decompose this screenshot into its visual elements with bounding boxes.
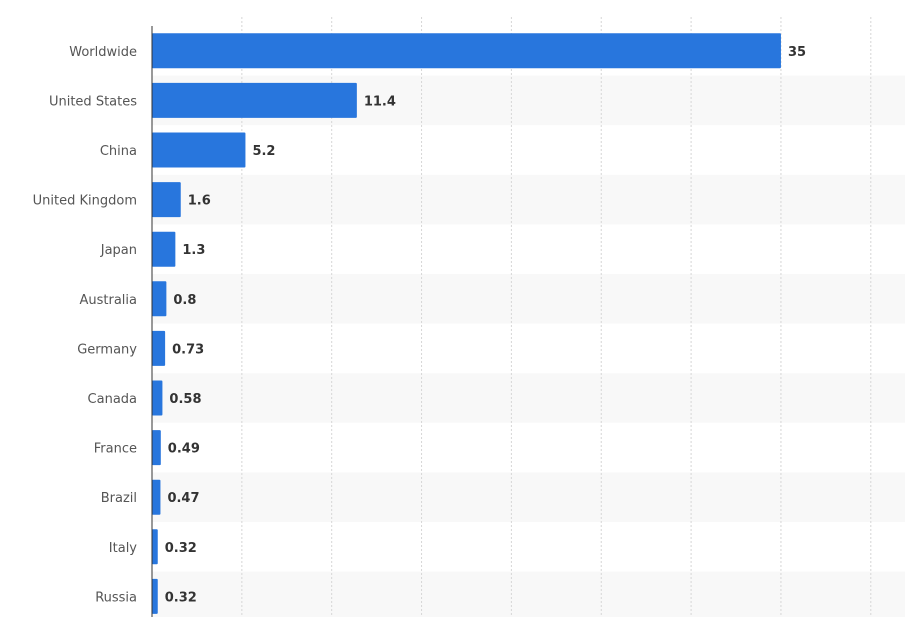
category-labels: Worldwide United States China United Kingdo… <box>33 45 138 606</box>
category-label: Italy <box>109 541 138 556</box>
value-label: 0.47 <box>167 491 199 506</box>
row-bands <box>152 75 905 617</box>
value-label: 1.3 <box>182 243 205 258</box>
category-label: Germany <box>77 342 137 357</box>
category-label: Australia <box>79 293 137 308</box>
bar-australia[interactable] <box>152 281 167 317</box>
value-label: 1.6 <box>188 194 211 209</box>
bar-italy[interactable] <box>152 529 158 565</box>
category-label: Brazil <box>101 491 137 506</box>
bar-france[interactable] <box>152 430 161 466</box>
category-label: Russia <box>95 590 137 605</box>
value-label: 0.73 <box>172 342 204 357</box>
category-label: Worldwide <box>69 45 137 60</box>
bar-brazil[interactable] <box>152 479 161 515</box>
value-label: 11.4 <box>364 94 396 109</box>
value-label: 5.2 <box>252 144 275 159</box>
bar-canada[interactable] <box>152 380 163 416</box>
value-label: 0.49 <box>168 442 200 457</box>
category-label: China <box>100 144 137 159</box>
row-band <box>152 373 905 423</box>
category-label: Canada <box>88 392 137 407</box>
value-labels: 35 11.4 5.2 1.6 1.3 0.8 0.73 0.58 0.49 0.47 0.32 0.… <box>165 45 806 606</box>
value-label: 0.32 <box>165 590 197 605</box>
value-label: 35 <box>788 45 806 60</box>
value-label: 0.32 <box>165 541 197 556</box>
category-label: United States <box>49 94 137 109</box>
bar-united-kingdom[interactable] <box>152 182 181 218</box>
bar-united-states[interactable] <box>152 82 357 118</box>
bar-germany[interactable] <box>152 330 166 366</box>
category-label: United Kingdom <box>33 194 137 209</box>
bar-china[interactable] <box>152 132 246 168</box>
category-label: France <box>94 442 137 457</box>
value-label: 0.58 <box>169 392 201 407</box>
bar-worldwide[interactable] <box>152 33 781 69</box>
bars <box>152 33 781 614</box>
row-band <box>152 174 905 225</box>
category-label: Japan <box>100 243 137 258</box>
row-band <box>152 571 905 617</box>
row-band <box>152 274 905 324</box>
bar-japan[interactable] <box>152 231 176 267</box>
row-band <box>152 472 905 522</box>
value-label: 0.8 <box>173 293 196 308</box>
bar-russia[interactable] <box>152 578 158 614</box>
